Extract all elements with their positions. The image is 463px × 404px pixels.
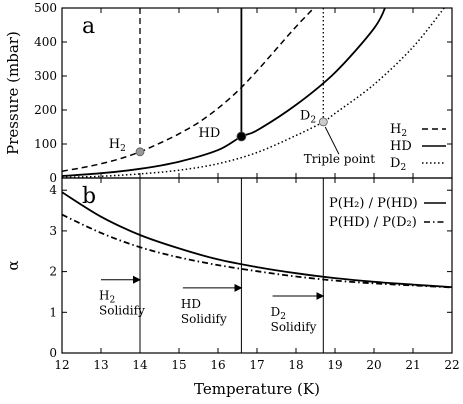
panel-b-x-tick-label: 12 [54, 358, 69, 372]
panel-b-x-tick-label: 18 [288, 358, 303, 372]
panel-a-y-tick-label: 0 [49, 171, 57, 185]
triple-point-annotation: Triple point [304, 152, 375, 166]
legend-label-1: HD [390, 139, 412, 154]
panel-b-x-tick-label: 22 [444, 358, 459, 372]
label-h2: H2 [109, 137, 126, 154]
panel-a-y-tick-label: 100 [34, 137, 57, 151]
x-axis-title: Temperature (K) [194, 380, 320, 398]
panel-b-x-tick-label: 16 [210, 358, 225, 372]
panel-b-y-tick-label: 1 [49, 305, 57, 319]
panel-b-panel-letter: b [82, 184, 96, 209]
panel-b-x-tick-label: 14 [132, 358, 148, 372]
panel-b-y-tick-label: 3 [49, 224, 57, 238]
solidify-word-0: Solidify [99, 304, 145, 318]
triple-point-pointer [324, 126, 340, 155]
ratio-legend-label-1: P(HD) / P(D₂) [329, 215, 417, 230]
panel-a-y-tick-label: 400 [34, 35, 57, 49]
triple-point-marker-hd [236, 131, 247, 142]
panel-a-y-tick-label: 300 [34, 69, 57, 83]
legend-label-0: H2 [390, 122, 407, 139]
panel-a-y-tick-label: 200 [34, 103, 57, 117]
panel-a-y-axis-title: Pressure (mbar) [4, 31, 22, 155]
panel-b-x-tick-label: 20 [366, 358, 381, 372]
ratio-legend-label-0: P(H₂) / P(HD) [329, 196, 418, 211]
label-d2: D2 [300, 109, 316, 126]
panel-b-x-tick-label: 15 [171, 358, 186, 372]
ratio-series-1 [62, 213, 452, 289]
ratio-series-0 [62, 191, 452, 288]
solidify-label-2: D2 [271, 305, 286, 322]
panel-b-x-tick-label: 17 [249, 358, 264, 372]
panel-b-y-axis-title: α [4, 260, 22, 270]
panel-b-x-tick-label: 21 [405, 358, 420, 372]
solidify-word-2: Solidify [271, 320, 317, 334]
series-line-h2 [62, 8, 315, 172]
legend-label-2: D2 [390, 156, 406, 173]
panel-b-y-tick-label: 0 [49, 346, 57, 360]
solidify-label-1: HD [181, 297, 201, 311]
panel-a-y-tick-label: 500 [34, 1, 57, 15]
panel-b-y-tick-label: 2 [49, 265, 57, 279]
label-hd: HD [199, 126, 221, 141]
panel-b-x-tick-label: 19 [327, 358, 342, 372]
triple-point-marker-h2 [135, 147, 145, 157]
panel-b-x-tick-label: 13 [93, 358, 108, 372]
solidify-label-0: H2 [99, 289, 115, 306]
panel-b-plot [62, 178, 452, 353]
solidify-word-1: Solidify [181, 312, 227, 326]
panel-a-panel-letter: a [82, 14, 95, 39]
panel-a-plot [62, 8, 445, 178]
panel-b-y-tick-label: 4 [49, 183, 57, 197]
triple-point-marker-d2 [318, 117, 328, 127]
